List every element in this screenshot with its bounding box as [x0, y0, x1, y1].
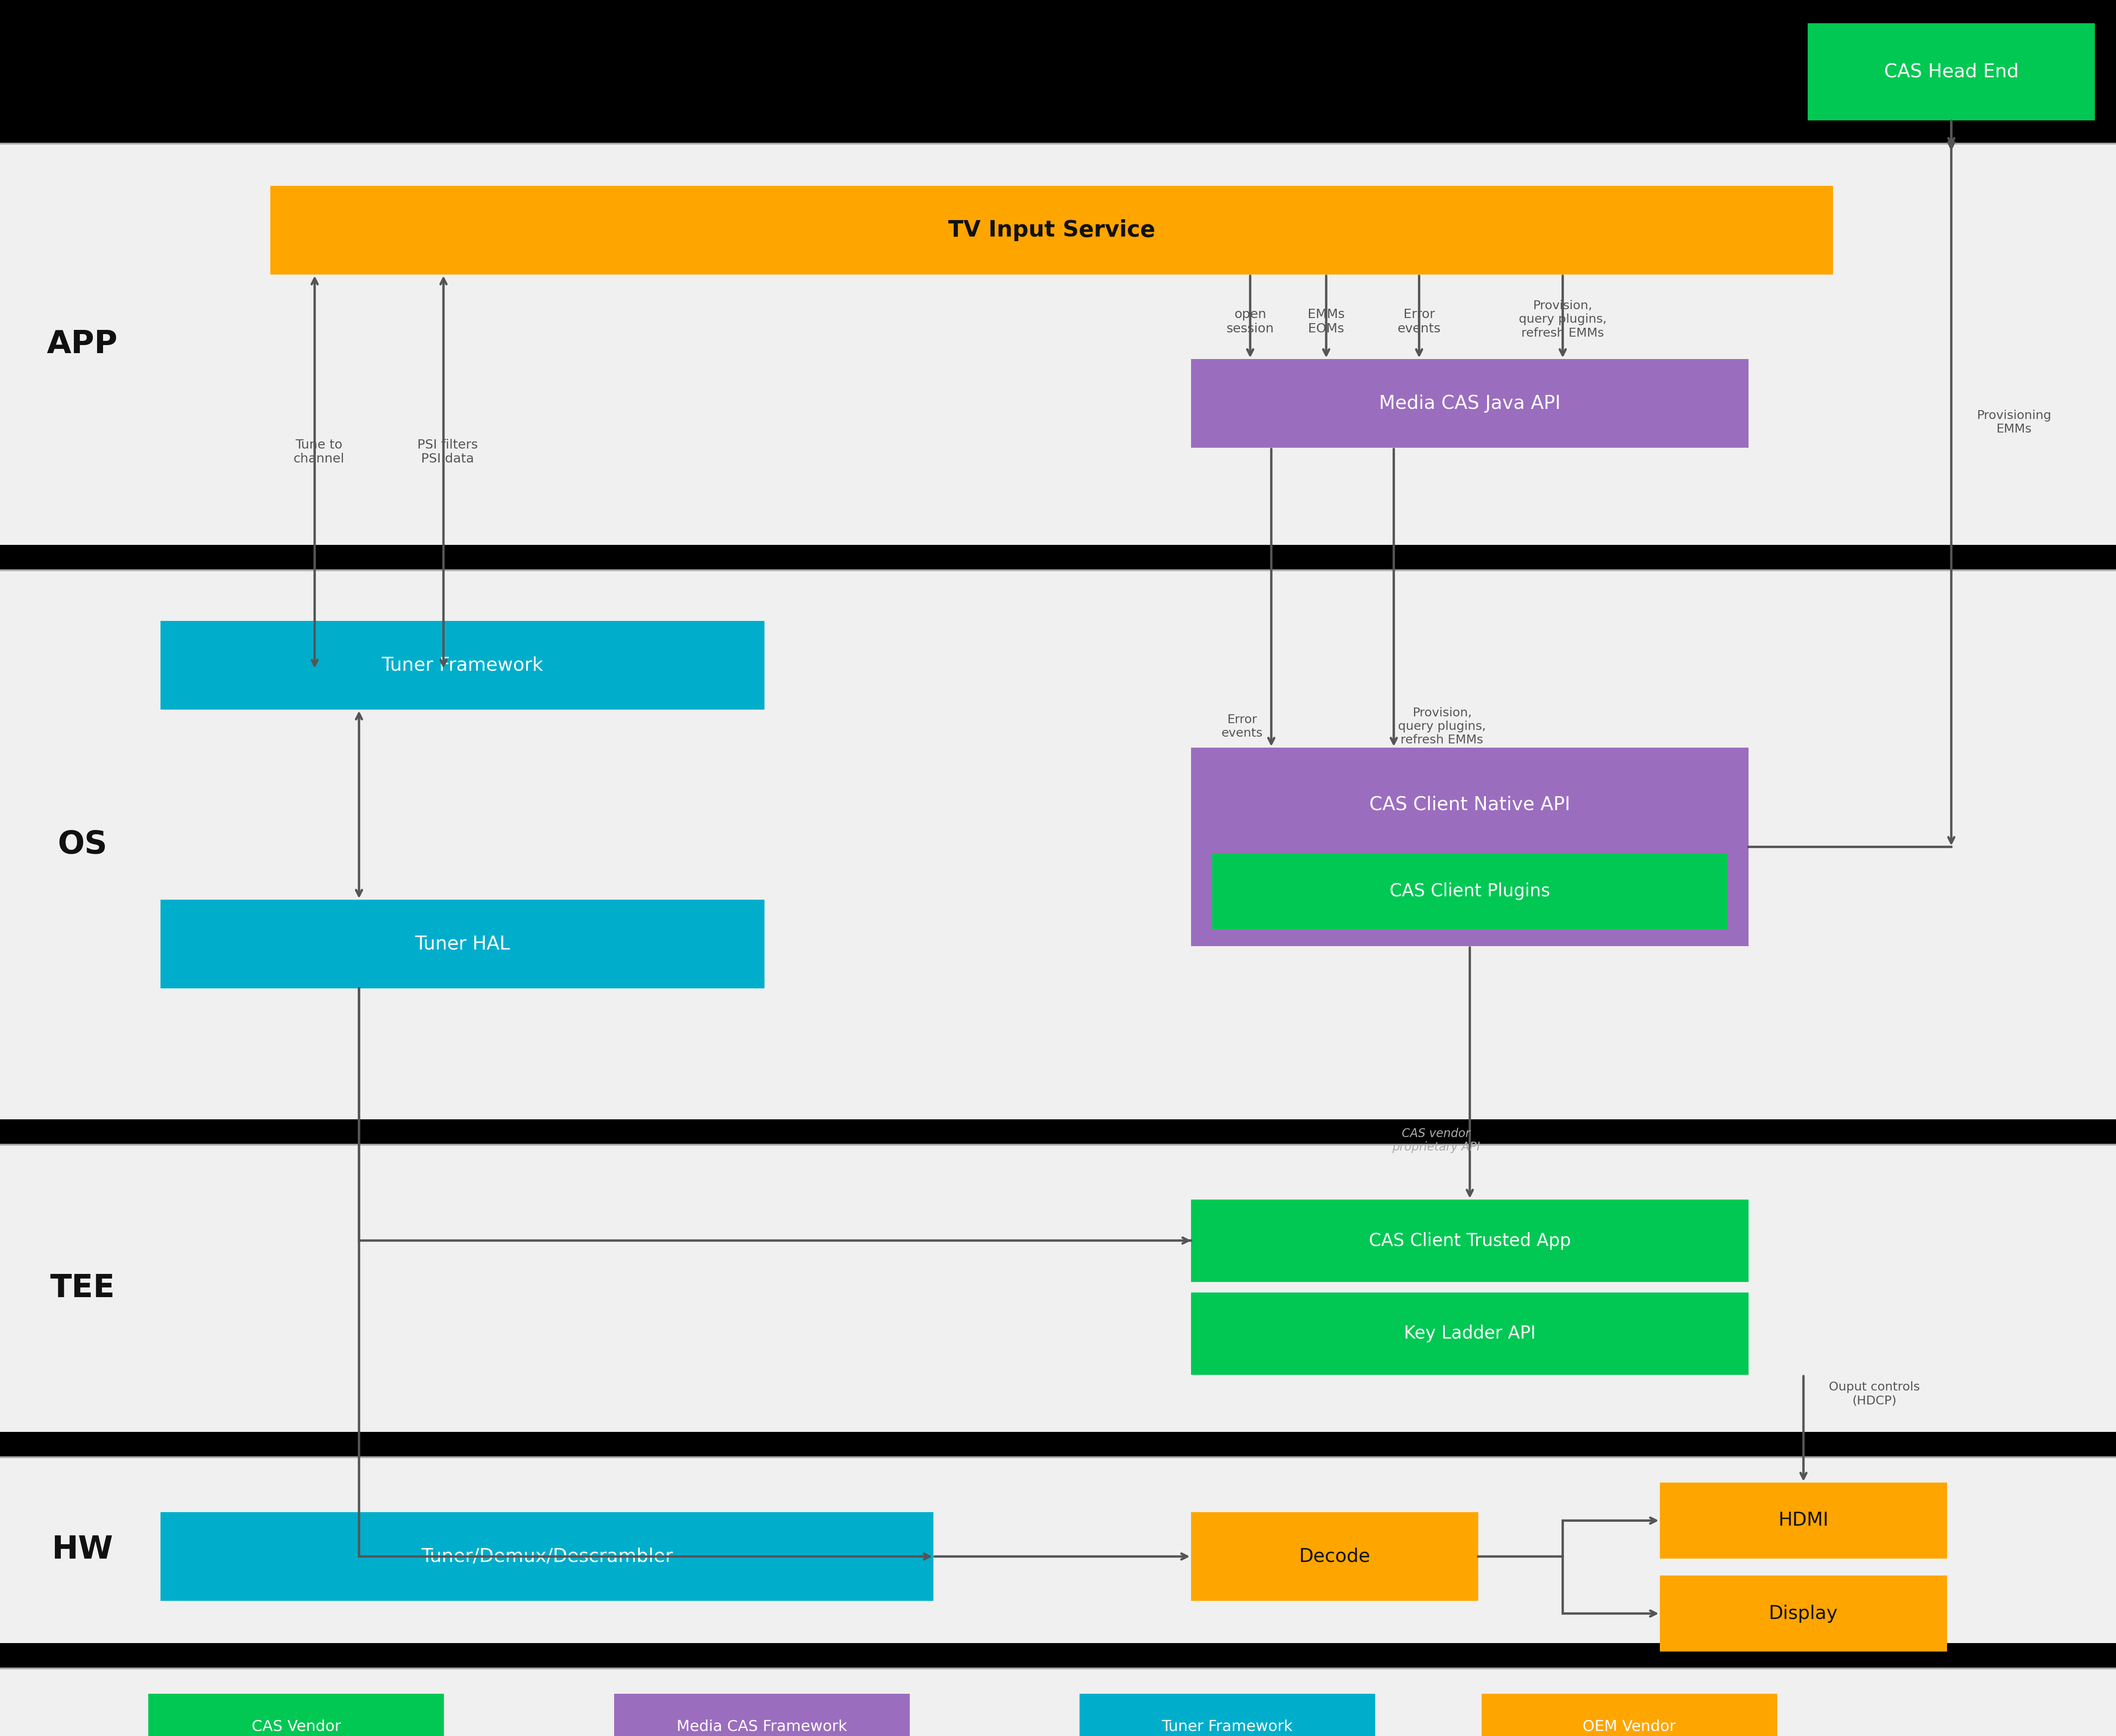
Bar — [1659, 1576, 1947, 1651]
Bar — [1481, 1694, 1777, 1736]
Text: Key Ladder API: Key Ladder API — [1403, 1325, 1536, 1342]
Text: Provisioning
EMMs: Provisioning EMMs — [1976, 410, 2050, 436]
Text: Tuner HAL: Tuner HAL — [415, 936, 510, 953]
Bar — [1191, 1512, 1479, 1601]
Bar — [161, 1512, 933, 1601]
Text: Decode: Decode — [1299, 1547, 1371, 1566]
Text: Provision,
query plugins,
refresh EMMs: Provision, query plugins, refresh EMMs — [1519, 300, 1606, 339]
Text: CAS Client Native API: CAS Client Native API — [1369, 795, 1570, 814]
Text: CAS Client Plugins: CAS Client Plugins — [1390, 882, 1551, 899]
Text: Ouput controls
(HDCP): Ouput controls (HDCP) — [1828, 1382, 1919, 1406]
Text: CAS Client Trusted App: CAS Client Trusted App — [1369, 1233, 1570, 1250]
Text: HDMI: HDMI — [1777, 1512, 1828, 1529]
Bar — [148, 1694, 444, 1736]
Bar — [1191, 748, 1748, 946]
Text: Media CAS Java API: Media CAS Java API — [1380, 394, 1562, 413]
Bar — [614, 1694, 910, 1736]
Text: Tuner Framework: Tuner Framework — [381, 656, 544, 674]
Text: Provision,
query plugins,
refresh EMMs: Provision, query plugins, refresh EMMs — [1399, 707, 1485, 746]
Bar — [1659, 1483, 1947, 1559]
Text: CAS Vendor: CAS Vendor — [252, 1719, 341, 1734]
Bar — [271, 186, 1832, 274]
Text: Error
events: Error events — [1221, 713, 1263, 740]
Bar — [0, 545, 2116, 569]
Bar — [0, 144, 2116, 545]
Bar — [0, 0, 2116, 144]
Text: PSI filters
PSI data: PSI filters PSI data — [417, 439, 478, 465]
Bar — [1079, 1694, 1375, 1736]
Bar — [161, 899, 764, 988]
Text: Error
events: Error events — [1397, 309, 1441, 335]
Text: Tuner/Demux/Descrambler: Tuner/Demux/Descrambler — [421, 1547, 673, 1566]
Bar — [0, 569, 2116, 1120]
Text: OEM Vendor: OEM Vendor — [1583, 1719, 1676, 1734]
Text: APP: APP — [47, 328, 118, 359]
Bar — [0, 1144, 2116, 1432]
Bar — [0, 1432, 2116, 1457]
Text: HW: HW — [51, 1535, 112, 1566]
Bar — [1191, 359, 1748, 448]
Bar — [0, 1120, 2116, 1144]
Bar — [1191, 1293, 1748, 1375]
Text: TV Input Service: TV Input Service — [948, 219, 1155, 241]
Bar — [1191, 1200, 1748, 1281]
Bar — [0, 1642, 2116, 1668]
Text: CAS Head End: CAS Head End — [1883, 62, 2019, 82]
Bar — [1212, 852, 1727, 929]
Bar — [0, 1457, 2116, 1642]
Text: OS: OS — [57, 830, 108, 859]
Text: TEE: TEE — [51, 1272, 114, 1304]
Text: Tuner Framework: Tuner Framework — [1162, 1719, 1293, 1734]
Bar — [161, 621, 764, 710]
Text: Tune to
channel: Tune to channel — [294, 439, 345, 465]
Bar — [1807, 23, 2095, 120]
Bar — [0, 1668, 2116, 1736]
Text: open
session: open session — [1227, 309, 1274, 335]
Text: Display: Display — [1769, 1604, 1839, 1623]
Text: CAS vendor
proprietary API: CAS vendor proprietary API — [1392, 1128, 1479, 1153]
Text: EMMs
EOMs: EMMs EOMs — [1308, 309, 1346, 335]
Text: Media CAS Framework: Media CAS Framework — [677, 1719, 846, 1734]
